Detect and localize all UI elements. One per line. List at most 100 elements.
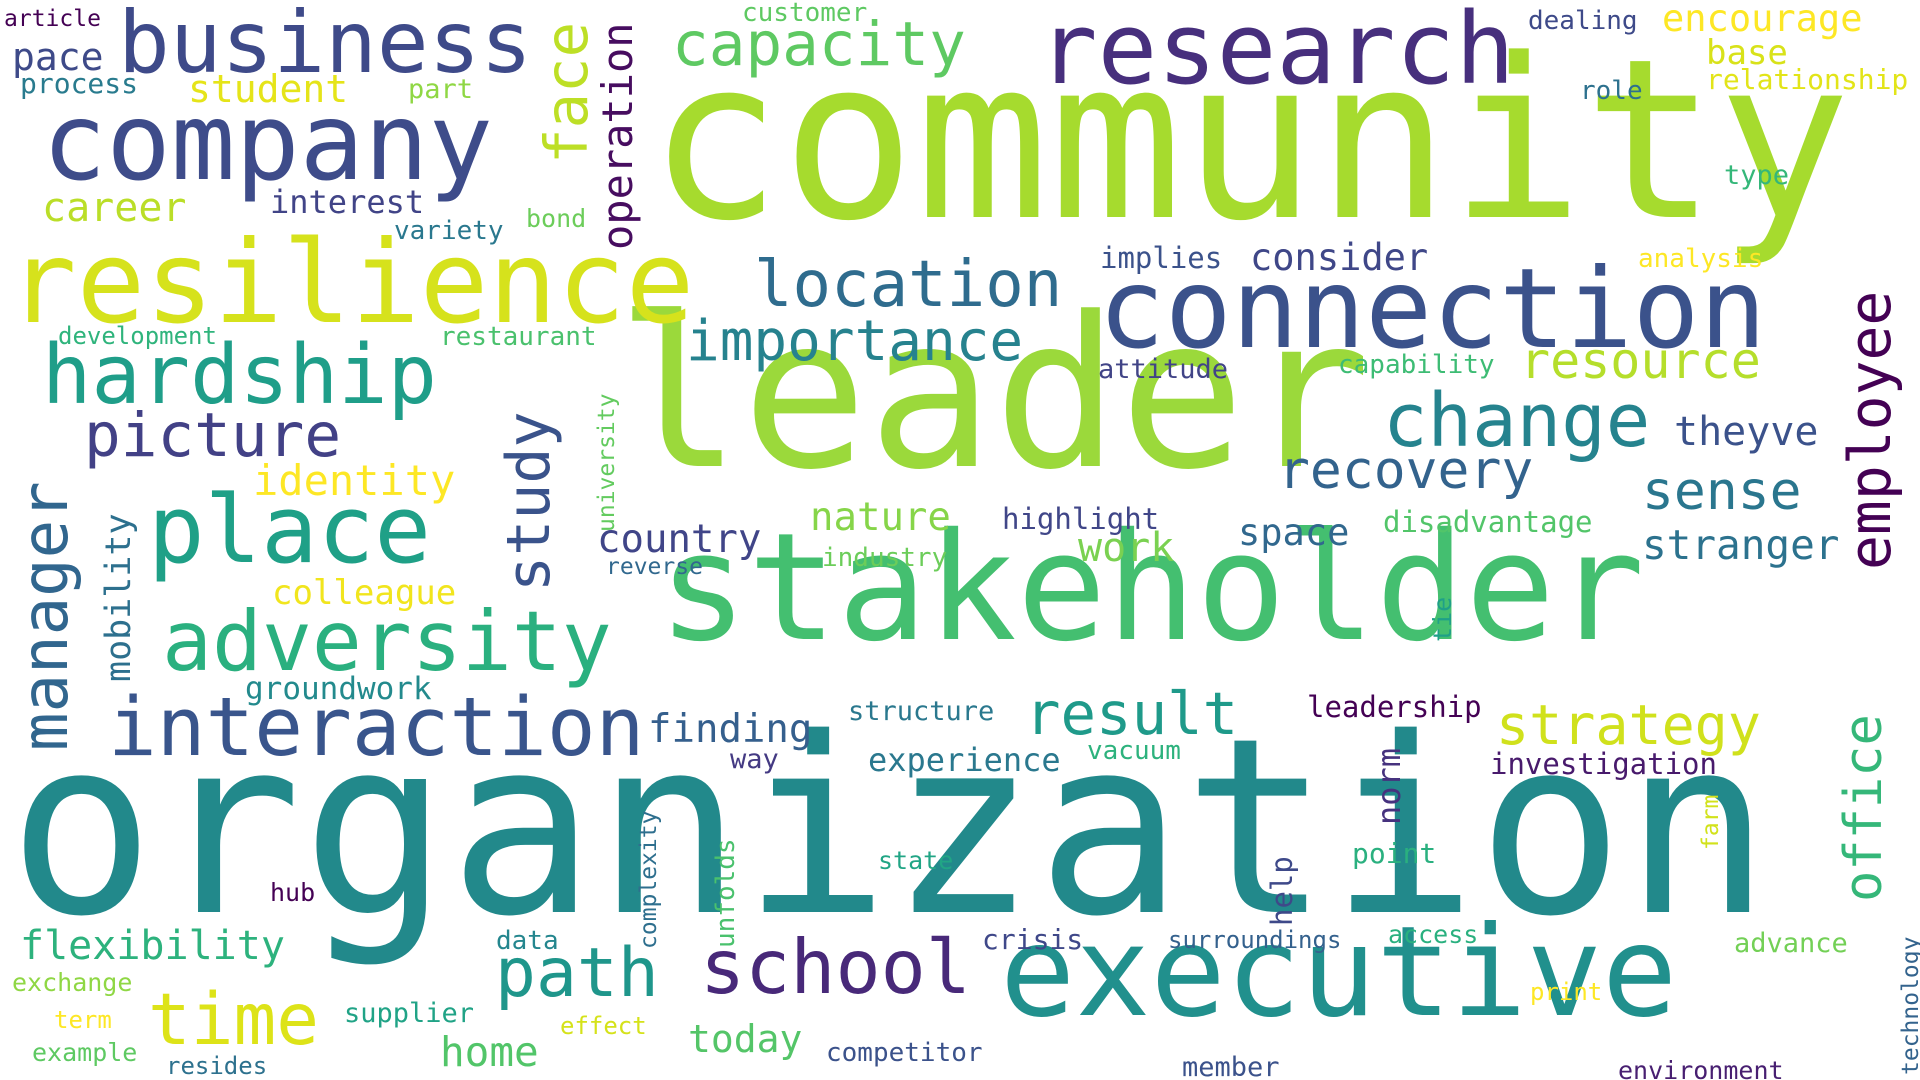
word-manager: manager [9, 481, 83, 751]
word-place: place [148, 476, 431, 585]
word-encourage: encourage [1662, 0, 1863, 40]
word-vacuum: vacuum [1087, 736, 1181, 766]
word-company: company [42, 81, 493, 205]
word-highlight: highlight [1002, 502, 1160, 536]
word-capability: capability [1338, 350, 1495, 380]
word-hub: hub [270, 878, 316, 907]
word-customer: customer [742, 0, 868, 28]
word-time: time [148, 978, 319, 1061]
word-structure: structure [848, 696, 995, 727]
word-relationship: relationship [1706, 63, 1909, 96]
word-strategy: strategy [1496, 693, 1761, 757]
word-variety: variety [394, 216, 504, 246]
word-school: school [700, 923, 971, 1011]
word-leader: leader [616, 273, 1371, 516]
word-print: print [1530, 978, 1603, 1006]
word-mobility: mobility [99, 513, 139, 682]
word-groundwork: groundwork [245, 671, 432, 707]
word-exchange: exchange [12, 968, 133, 997]
word-hardship: hardship [42, 328, 437, 423]
word-flexibility: flexibility [20, 923, 285, 969]
word-unfolds: unfolds [711, 838, 741, 948]
word-nature: nature [810, 495, 951, 540]
word-example: example [32, 1038, 138, 1067]
word-result: result [1025, 679, 1239, 748]
word-leadership: leadership [1307, 690, 1482, 724]
word-research: research [1038, 0, 1515, 107]
word-member: member [1182, 1052, 1280, 1080]
word-help: help [1265, 856, 1299, 926]
word-disadvantage: disadvantage [1383, 505, 1593, 539]
word-process: process [20, 67, 139, 100]
word-industry: industry [822, 543, 948, 573]
word-work: work [1078, 525, 1175, 571]
word-point: point [1352, 837, 1437, 870]
word-office: office [1834, 714, 1894, 902]
word-type: type [1724, 160, 1790, 191]
word-implies: implies [1100, 241, 1223, 275]
word-crisis: crisis [982, 923, 1084, 956]
word-executive: executive [1000, 900, 1678, 1045]
word-stranger: stranger [1642, 521, 1840, 569]
word-community: community [648, 12, 1851, 270]
word-sense: sense [1642, 461, 1802, 522]
word-competitor: competitor [826, 1038, 983, 1068]
word-study: study [494, 411, 564, 592]
word-access: access [1388, 920, 1479, 949]
word-adversity: adversity [162, 593, 612, 690]
word-career: career [42, 185, 187, 231]
word-experience: experience [868, 741, 1061, 779]
word-attitude: attitude [1098, 354, 1229, 385]
word-interest: interest [270, 183, 425, 221]
word-employee: employee [1836, 290, 1904, 570]
word-state: state [878, 846, 954, 875]
word-restaurant: restaurant [440, 322, 597, 352]
word-theyve: theyve [1674, 409, 1819, 455]
word-university: university [594, 393, 620, 532]
word-organization: organization [8, 686, 1771, 970]
word-surroundings: surroundings [1168, 926, 1342, 954]
word-bond: bond [526, 204, 587, 233]
word-advance: advance [1734, 928, 1848, 959]
word-investigation: investigation [1490, 747, 1717, 781]
word-country: country [597, 517, 762, 562]
word-face: face [532, 21, 601, 164]
word-interaction: interaction [108, 681, 645, 775]
word-farm: farm [1698, 794, 1724, 850]
word-article: article [4, 6, 101, 32]
word-space: space [1238, 511, 1350, 554]
word-environment: environment [1618, 1056, 1784, 1080]
word-technology: technology [1898, 936, 1920, 1075]
word-location: location [754, 248, 1063, 322]
word-finding: finding [648, 707, 813, 752]
word-operation: operation [593, 22, 642, 250]
word-colleague: colleague [272, 573, 457, 613]
word-business: business [118, 0, 533, 93]
word-reverse: reverse [606, 554, 703, 580]
word-term: term [54, 1006, 112, 1034]
word-supplier: supplier [344, 998, 475, 1029]
word-resource: resource [1520, 332, 1761, 390]
word-today: today [688, 1017, 803, 1061]
word-tie: tie [1428, 596, 1457, 642]
word-connection: connection [1098, 245, 1767, 374]
word-base: base [1706, 33, 1788, 73]
word-way: way [730, 744, 779, 775]
word-student: student [188, 67, 349, 111]
word-pace: pace [12, 35, 104, 79]
word-importance: importance [686, 309, 1024, 374]
word-resilience: resilience [8, 216, 695, 349]
word-resides: resides [166, 1052, 268, 1080]
word-home: home [440, 1028, 539, 1076]
word-effect: effect [560, 1012, 647, 1040]
word-data: data [496, 926, 559, 956]
word-picture: picture [84, 400, 342, 471]
word-change: change [1383, 378, 1651, 464]
word-part: part [408, 74, 474, 105]
word-development: development [58, 322, 217, 350]
word-recovery: recovery [1278, 440, 1534, 501]
word-norm: norm [1370, 747, 1408, 825]
word-identity: identity [253, 456, 456, 505]
word-dealing: dealing [1528, 6, 1638, 36]
